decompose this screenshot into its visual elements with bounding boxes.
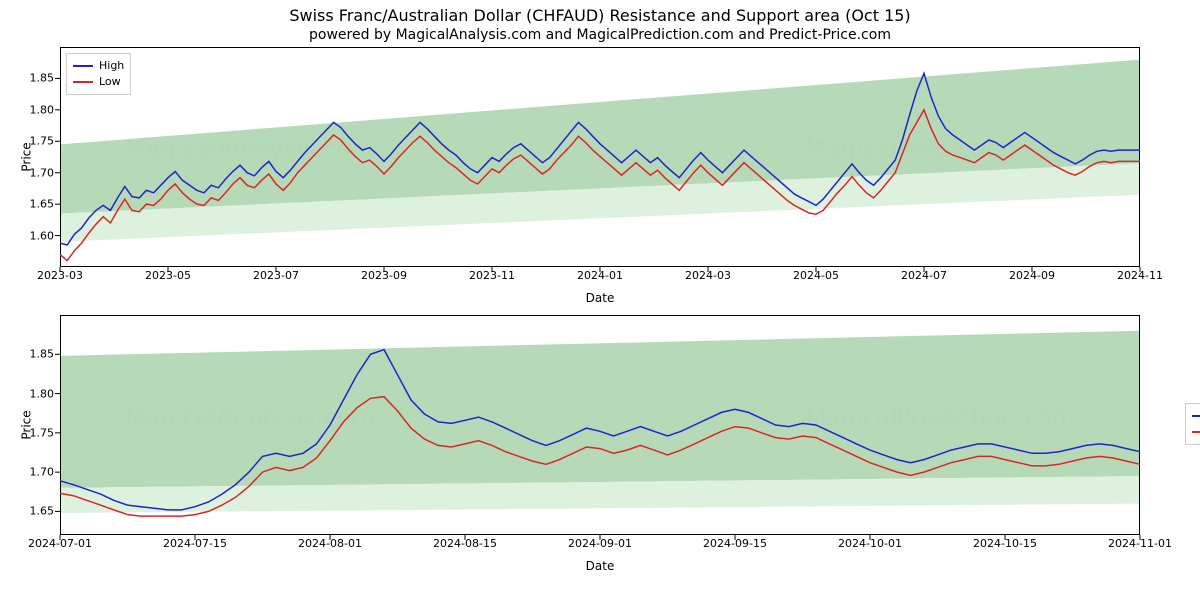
x-tick-label: 2024-10-01 [838, 537, 902, 550]
legend-label: Low [99, 74, 121, 90]
y-ticks: 1.60 1.65 1.70 1.75 1.80 1.85 [20, 47, 54, 267]
y-tick-label: 1.65 [20, 505, 54, 518]
legend-item: High [73, 58, 124, 74]
legend-swatch [73, 81, 93, 83]
y-tick-label: 1.75 [20, 426, 54, 439]
y-ticks: 1.65 1.70 1.75 1.80 1.85 [20, 315, 54, 535]
bottom-chart-svg [60, 315, 1140, 535]
y-tick-label: 1.85 [20, 72, 54, 85]
x-tick-label: 2024-10-15 [973, 537, 1037, 550]
x-tick-label: 2024-07-01 [28, 537, 92, 550]
y-tick-label: 1.85 [20, 348, 54, 361]
x-axis-label: Date [60, 291, 1140, 305]
x-tick-label: 2024-03 [685, 269, 731, 282]
bottom-chart: Price 1.651.701.751.801.85 MagicalAnalys… [60, 315, 1140, 535]
x-tick-label: 2024-08-01 [298, 537, 362, 550]
legend: HighLow [1185, 403, 1200, 445]
x-tick-label: 2024-07 [901, 269, 947, 282]
y-tick-label: 1.75 [20, 135, 54, 148]
page-subtitle: powered by MagicalAnalysis.com and Magic… [0, 25, 1200, 47]
legend-swatch [73, 65, 93, 67]
legend-label: High [99, 58, 124, 74]
legend-item: Low [1192, 424, 1200, 440]
x-tick-label: 2024-11 [1117, 269, 1163, 282]
x-tick-label: 2024-07-15 [163, 537, 227, 550]
legend-item: High [1192, 408, 1200, 424]
y-tick-label: 1.65 [20, 198, 54, 211]
x-tick-label: 2023-07 [253, 269, 299, 282]
top-chart: Price 1.601.651.701.751.801.85 MagicalAn… [60, 47, 1140, 267]
legend-item: Low [73, 74, 124, 90]
x-tick-label: 2024-05 [793, 269, 839, 282]
y-tick-label: 1.70 [20, 466, 54, 479]
x-ticks: 2023-032023-052023-072023-092023-112024-… [60, 269, 1140, 285]
x-tick-label: 2024-01 [577, 269, 623, 282]
legend-swatch [1192, 431, 1200, 433]
x-tick-label: 2023-09 [361, 269, 407, 282]
x-tick-label: 2024-09-01 [568, 537, 632, 550]
y-tick-label: 1.70 [20, 166, 54, 179]
page-title: Swiss Franc/Australian Dollar (CHFAUD) R… [0, 0, 1200, 25]
x-tick-label: 2024-09-15 [703, 537, 767, 550]
x-tick-label: 2023-03 [37, 269, 83, 282]
x-tick-label: 2023-11 [469, 269, 515, 282]
legend-swatch [1192, 415, 1200, 417]
x-tick-label: 2024-09 [1009, 269, 1055, 282]
x-tick-label: 2024-08-15 [433, 537, 497, 550]
y-tick-label: 1.60 [20, 229, 54, 242]
y-tick-label: 1.80 [20, 387, 54, 400]
x-ticks: 2024-07-012024-07-152024-08-012024-08-15… [60, 537, 1140, 553]
x-tick-label: 2023-05 [145, 269, 191, 282]
x-tick-label: 2024-11-01 [1108, 537, 1172, 550]
top-chart-svg [60, 47, 1140, 267]
page: Swiss Franc/Australian Dollar (CHFAUD) R… [0, 0, 1200, 600]
legend: HighLow [66, 53, 131, 95]
y-tick-label: 1.80 [20, 103, 54, 116]
x-axis-label: Date [60, 559, 1140, 573]
